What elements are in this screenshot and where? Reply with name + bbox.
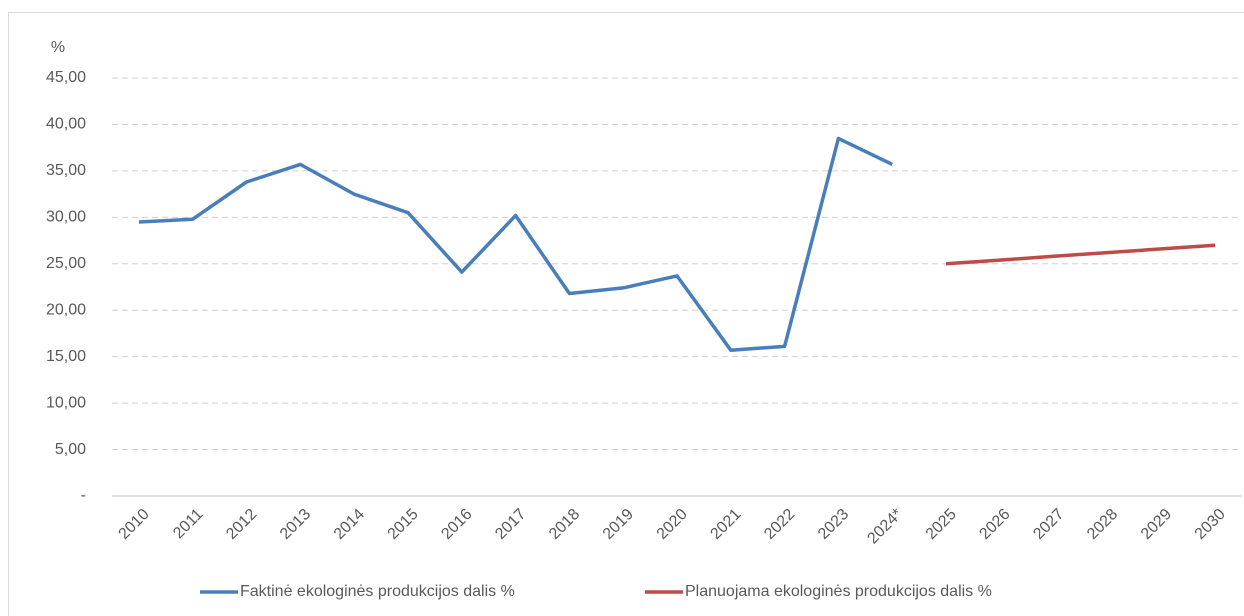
x-tick-label: 2030: [1192, 506, 1229, 543]
chart-border: [8, 12, 1244, 616]
series-line: [945, 243, 1216, 266]
y-tick-label: 25,00: [46, 255, 86, 272]
x-tick-label: 2017: [492, 506, 529, 543]
x-tick-label: 2020: [654, 506, 691, 543]
x-tick-label: 2018: [546, 506, 583, 543]
x-tick-label: 2019: [600, 506, 637, 543]
y-tick-label: 40,00: [46, 116, 86, 133]
y-tick-label: -: [81, 487, 86, 504]
y-tick-label: 10,00: [46, 394, 86, 411]
x-tick-label: 2027: [1030, 506, 1067, 543]
x-tick-label: 2029: [1138, 506, 1175, 543]
y-axis-label: %: [51, 39, 65, 56]
y-tick-label: 30,00: [46, 209, 86, 226]
x-tick-label: 2010: [116, 506, 153, 543]
x-tick-label: 2028: [1084, 506, 1121, 543]
y-tick-label: 45,00: [46, 69, 86, 86]
x-tick-label: 2021: [707, 506, 744, 543]
y-tick-label: 35,00: [46, 162, 86, 179]
series-line: [138, 136, 893, 352]
x-tick-label: 2013: [277, 506, 314, 543]
x-tick-label: 2024*: [864, 506, 906, 548]
x-tick-label: 2022: [761, 506, 798, 543]
y-tick-label: 20,00: [46, 301, 86, 318]
x-tick-label: 2015: [385, 506, 422, 543]
x-tick-label: 2026: [976, 506, 1013, 543]
x-tick-label: 2011: [170, 506, 206, 542]
x-tick-label: 2023: [815, 506, 852, 543]
legend-label: Faktinė ekologinės produkcijos dalis %: [240, 583, 515, 600]
y-tick-label: 15,00: [46, 348, 86, 365]
x-tick-label: 2025: [923, 506, 960, 543]
x-tick-label: 2016: [438, 506, 475, 543]
x-tick-label: 2012: [223, 506, 260, 543]
x-tick-label: 2014: [331, 506, 368, 543]
legend-label: Planuojama ekologinės produkcijos dalis …: [685, 583, 992, 600]
y-tick-label: 5,00: [55, 441, 86, 458]
